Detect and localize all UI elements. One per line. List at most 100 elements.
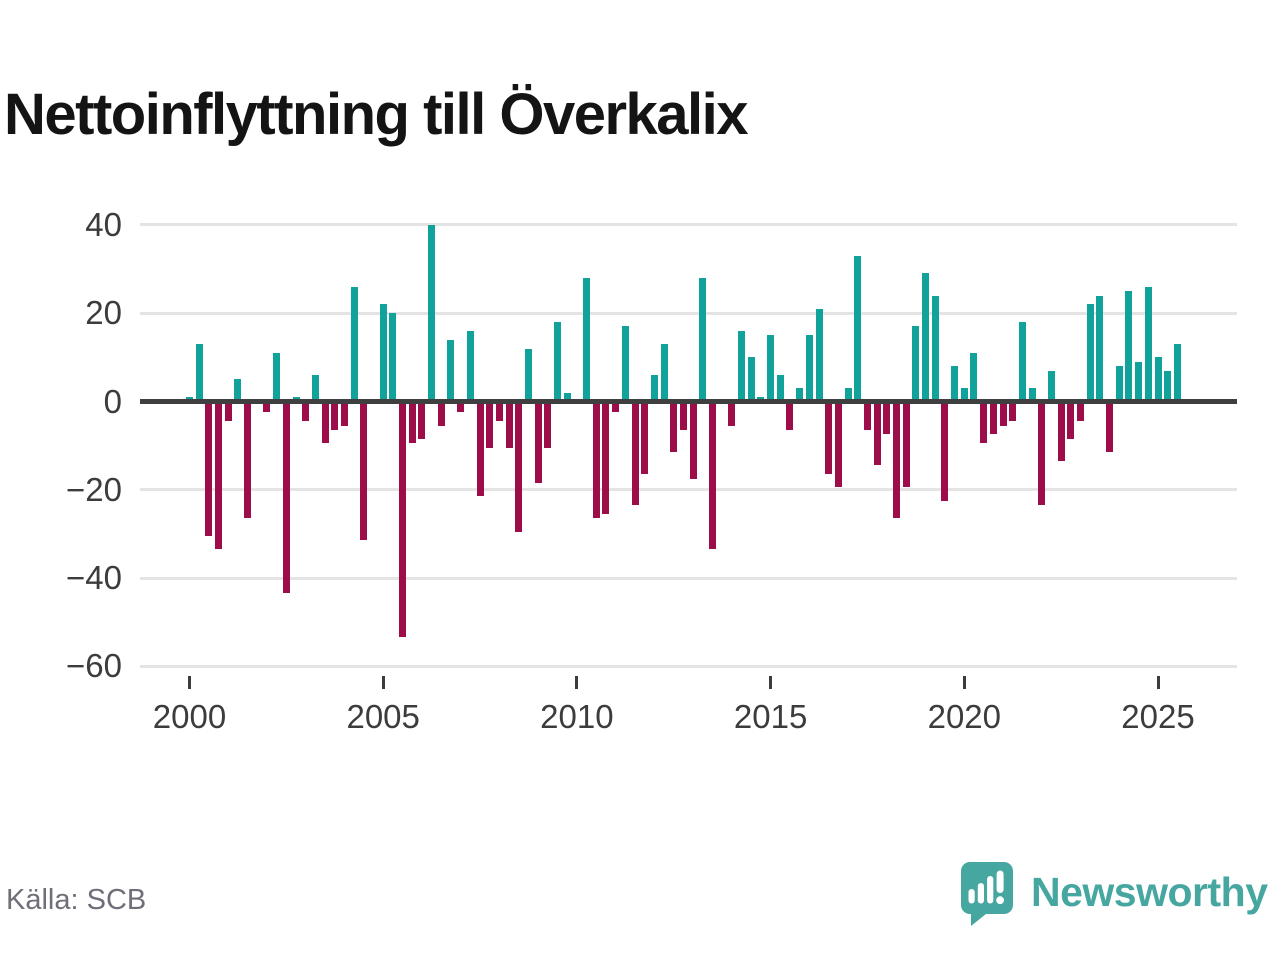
x-tick-2000 xyxy=(188,676,191,689)
bar-2013-q3 xyxy=(708,401,716,550)
bar-2023-q2 xyxy=(1086,304,1094,404)
x-tick-2025 xyxy=(1156,676,1160,689)
bar-2020-q1 xyxy=(960,388,968,404)
bar-2006-q3 xyxy=(437,401,445,426)
bar-2006-q4 xyxy=(447,339,455,404)
bar-2006-q1 xyxy=(418,401,426,439)
bar-2014-q2 xyxy=(738,330,746,404)
bar-2016-q3 xyxy=(825,401,833,475)
bar-2025-q3 xyxy=(1173,344,1181,404)
bar-2003-q4 xyxy=(331,401,339,430)
gridline--20 xyxy=(140,488,1237,492)
bar-2002-q1 xyxy=(263,401,271,413)
x-tick-2005 xyxy=(381,676,385,689)
bar-2013-q1 xyxy=(689,401,697,479)
gridline--60 xyxy=(140,664,1237,668)
bar-2014-q1 xyxy=(728,401,736,426)
bar-2019-q1 xyxy=(922,273,930,404)
bar-2012-q2 xyxy=(660,344,668,404)
newsworthy-speech-bubble-icon xyxy=(961,862,1013,931)
bar-2016-q4 xyxy=(834,401,842,488)
x-tick-2020 xyxy=(962,676,966,689)
bar-2008-q4 xyxy=(524,348,532,404)
bar-2025-q1 xyxy=(1154,357,1162,404)
y-axis-label: 20 xyxy=(85,294,122,332)
bar-2025-q2 xyxy=(1164,370,1172,404)
bar-2003-q1 xyxy=(302,401,310,422)
bar-2000-q2 xyxy=(195,344,203,404)
bar-2003-q2 xyxy=(311,375,319,404)
page-title: Nettoinflyttning till Överkalix xyxy=(4,81,749,147)
bar-2011-q2 xyxy=(621,326,629,404)
bar-2009-q2 xyxy=(544,401,552,448)
x-axis-label: 2010 xyxy=(540,698,614,735)
bar-2020-q4 xyxy=(989,401,997,435)
bar-2001-q3 xyxy=(244,401,252,519)
x-tick-2010 xyxy=(575,676,579,689)
gridline-20 xyxy=(140,311,1237,315)
x-axis-label: 2020 xyxy=(927,698,1002,735)
bar-2011-q3 xyxy=(631,401,639,506)
bar-2018-q3 xyxy=(902,401,910,488)
x-axis-label: 2015 xyxy=(733,698,808,735)
bar-2014-q3 xyxy=(747,357,755,404)
bar-2009-q3 xyxy=(554,322,562,404)
bar-2010-q4 xyxy=(602,401,610,514)
y-axis-label: 40 xyxy=(85,205,122,243)
bar-2019-q3 xyxy=(941,401,949,501)
bar-2021-q3 xyxy=(1018,322,1026,404)
y-axis-label: −20 xyxy=(66,470,122,508)
bar-2000-q3 xyxy=(205,401,213,536)
bar-2004-q1 xyxy=(340,401,348,426)
bar-2017-q1 xyxy=(844,388,852,404)
x-tick-2015 xyxy=(769,676,773,689)
bar-2012-q1 xyxy=(650,375,658,404)
bar-2005-q4 xyxy=(408,401,416,444)
bar-2015-q1 xyxy=(767,335,775,404)
bar-2008-q2 xyxy=(505,401,513,448)
bar-2021-q2 xyxy=(1009,401,1017,422)
bar-2023-q4 xyxy=(1106,401,1114,453)
bar-2017-q3 xyxy=(863,401,871,430)
newsworthy-wordmark: Newsworthy xyxy=(1031,869,1268,915)
bar-2004-q3 xyxy=(360,401,368,541)
bar-2021-q1 xyxy=(999,401,1007,426)
bar-2007-q4 xyxy=(486,401,494,448)
bar-2019-q2 xyxy=(931,295,939,404)
x-axis-label: 2000 xyxy=(152,698,227,735)
bar-2011-q1 xyxy=(612,401,620,413)
bar-2021-q4 xyxy=(1028,388,1036,404)
bar-2011-q4 xyxy=(641,401,649,475)
bar-2015-q3 xyxy=(786,401,794,430)
bar-2007-q3 xyxy=(476,401,484,497)
bar-2018-q1 xyxy=(883,401,891,435)
bar-2017-q2 xyxy=(854,255,862,404)
bar-2023-q1 xyxy=(1077,401,1085,422)
net-migration-bar-chart: 40 20 0 −20 −40 −60 2000 2005 2010 2015 2020 2025 xyxy=(66,205,1237,735)
bar-2003-q3 xyxy=(321,401,329,444)
bar-2007-q2 xyxy=(466,330,474,404)
bar-2022-q4 xyxy=(1067,401,1075,439)
bar-2020-q3 xyxy=(980,401,988,444)
bar-2015-q2 xyxy=(776,375,784,404)
bar-2018-q2 xyxy=(893,401,900,519)
gridline--40 xyxy=(140,576,1237,580)
bar-2016-q2 xyxy=(815,308,823,404)
bar-2015-q4 xyxy=(796,388,804,404)
x-axis-label: 2005 xyxy=(346,698,420,735)
bar-2009-q1 xyxy=(534,401,542,483)
bar-2010-q3 xyxy=(592,401,600,519)
bar-2019-q4 xyxy=(951,366,959,404)
bar-2012-q3 xyxy=(670,401,678,453)
y-axis-label: 0 xyxy=(103,382,122,420)
y-axis-label: −60 xyxy=(66,647,122,685)
bar-2002-q3 xyxy=(282,401,290,594)
bar-2007-q1 xyxy=(457,401,465,413)
bar-2002-q2 xyxy=(273,352,281,404)
bar-2023-q3 xyxy=(1096,295,1104,404)
bar-2022-q1 xyxy=(1038,401,1046,506)
bar-2018-q4 xyxy=(912,326,920,404)
bar-2017-q4 xyxy=(873,401,881,466)
x-axis-zero-line xyxy=(140,399,1237,404)
bar-2022-q2 xyxy=(1047,370,1055,404)
